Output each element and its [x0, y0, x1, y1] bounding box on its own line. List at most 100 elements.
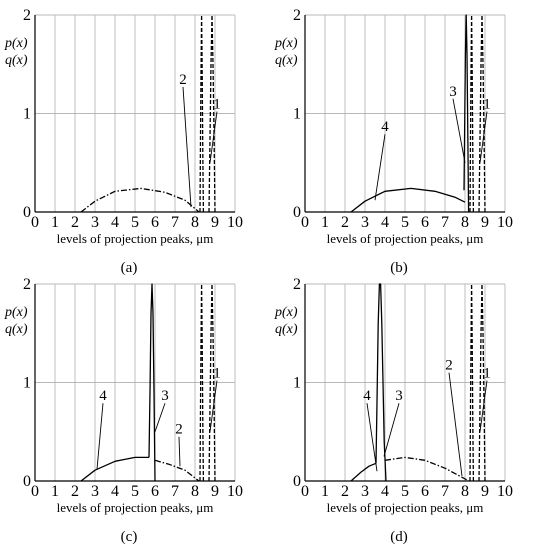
x-tick-label: 7	[441, 483, 449, 500]
x-tick-label: 3	[361, 483, 369, 500]
y-tick-label: 0	[293, 473, 301, 490]
x-tick-label: 6	[151, 214, 159, 231]
curve-label: 2	[175, 422, 183, 438]
series-line-3	[463, 14, 470, 212]
leader-line	[366, 403, 378, 472]
x-tick-label: 4	[111, 214, 119, 231]
curve-label: 1	[483, 97, 491, 113]
y-axis-label: q(x)	[275, 322, 298, 337]
x-tick-label: 9	[211, 483, 219, 500]
y-axis-label: q(x)	[5, 53, 28, 68]
y-tick-label: 1	[293, 375, 301, 392]
panel-label: (d)	[390, 529, 408, 545]
y-axis-label: p(x)	[4, 36, 28, 51]
series-line-1	[208, 14, 216, 212]
x-tick-label: 5	[131, 214, 139, 231]
leader-line	[209, 111, 218, 163]
x-tick-label: 3	[361, 214, 369, 231]
leader-line	[374, 134, 386, 201]
series-line-4	[350, 462, 377, 481]
x-tick-label: 7	[171, 483, 179, 500]
x-tick-label: 8	[461, 483, 469, 500]
x-tick-label: 1	[51, 214, 59, 231]
x-tick-label: 1	[51, 483, 59, 500]
curve-label: 4	[363, 388, 371, 404]
x-tick-label: 8	[191, 483, 199, 500]
curve-label: 2	[445, 358, 453, 374]
curve-label: 1	[483, 366, 491, 382]
x-axis-label: levels of projection peaks, μm	[57, 231, 214, 246]
x-tick-label: 8	[461, 214, 469, 231]
y-axis-label: q(x)	[275, 53, 298, 68]
x-tick-label: 2	[341, 483, 349, 500]
x-tick-label: 3	[91, 214, 99, 231]
x-tick-label: 4	[381, 214, 389, 231]
series-line-1	[478, 14, 486, 212]
y-tick-label: 2	[293, 276, 301, 293]
leader-line	[96, 403, 104, 470]
panel-label: (b)	[390, 260, 408, 276]
x-tick-label: 6	[151, 483, 159, 500]
x-tick-label: 6	[421, 483, 429, 500]
series-line-dash-dot	[80, 187, 200, 212]
x-tick-label: 1	[321, 483, 329, 500]
x-tick-label: 0	[301, 214, 309, 231]
panel-label: (a)	[121, 260, 138, 276]
curve-label: 1	[213, 97, 221, 113]
leader-line	[209, 380, 218, 432]
curve-label: 3	[161, 388, 169, 404]
x-tick-label: 10	[497, 214, 513, 231]
leader-line	[182, 86, 192, 208]
x-axis-label: levels of projection peaks, μm	[327, 231, 484, 246]
x-tick-label: 9	[481, 214, 489, 231]
x-tick-label: 5	[401, 214, 409, 231]
series-line-3	[148, 283, 156, 481]
x-tick-label: 4	[111, 483, 119, 500]
series-line-4	[80, 456, 149, 481]
leader-line	[448, 372, 463, 477]
curve-label: 4	[99, 388, 107, 404]
x-tick-label: 9	[211, 214, 219, 231]
y-tick-label: 2	[293, 7, 301, 24]
x-tick-label: 10	[497, 483, 513, 500]
x-tick-label: 7	[171, 214, 179, 231]
leader-line	[479, 111, 488, 163]
y-tick-label: 1	[23, 375, 31, 392]
x-tick-label: 6	[421, 214, 429, 231]
x-tick-label: 0	[31, 483, 39, 500]
x-tick-label: 7	[441, 214, 449, 231]
leader-line	[452, 98, 466, 163]
x-tick-label: 2	[341, 214, 349, 231]
leader-line	[383, 403, 400, 457]
x-axis-label: levels of projection peaks, μm	[327, 500, 484, 515]
curve-label: 2	[179, 72, 187, 88]
series-line-3	[375, 283, 387, 481]
series-line-1	[208, 283, 216, 481]
x-tick-label: 3	[91, 483, 99, 500]
curve-label: 3	[395, 388, 403, 404]
series-line-4	[350, 187, 466, 212]
x-tick-label: 4	[381, 483, 389, 500]
x-tick-label: 5	[401, 483, 409, 500]
x-tick-label: 8	[191, 214, 199, 231]
y-tick-label: 0	[293, 204, 301, 221]
x-tick-label: 1	[321, 214, 329, 231]
y-axis-label: p(x)	[274, 36, 298, 51]
leader-line	[178, 436, 181, 467]
panel-label: (c)	[121, 529, 138, 545]
x-tick-label: 5	[131, 483, 139, 500]
series-line-1	[478, 283, 486, 481]
series-line-tail	[384, 456, 470, 481]
y-axis-label: q(x)	[5, 322, 28, 337]
x-tick-label: 0	[301, 483, 309, 500]
y-tick-label: 1	[23, 106, 31, 123]
y-axis-label: p(x)	[4, 305, 28, 320]
x-tick-label: 10	[227, 483, 243, 500]
y-tick-label: 0	[23, 204, 31, 221]
x-tick-label: 2	[71, 214, 79, 231]
y-axis-label: p(x)	[274, 305, 298, 320]
